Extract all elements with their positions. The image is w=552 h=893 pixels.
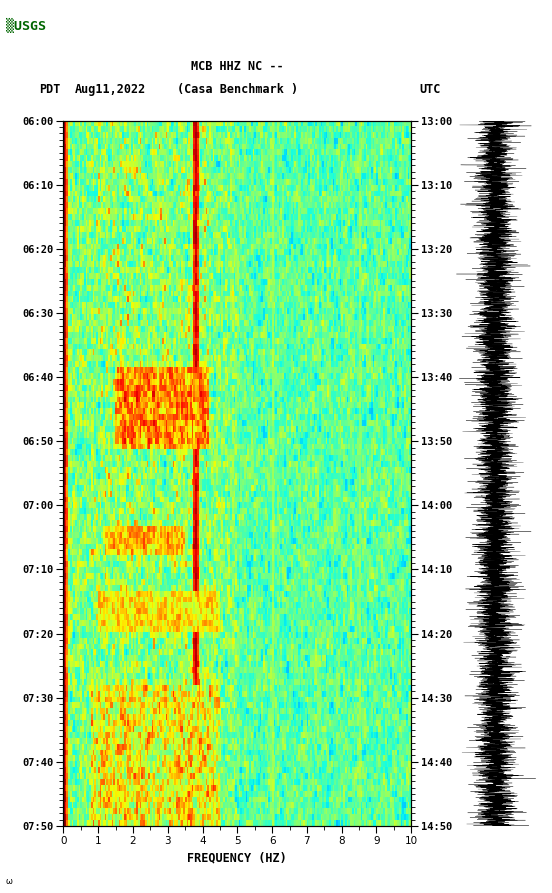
Text: MCB HHZ NC --: MCB HHZ NC -- bbox=[191, 61, 284, 73]
Text: PDT: PDT bbox=[39, 83, 61, 96]
Text: Aug11,2022: Aug11,2022 bbox=[75, 83, 146, 96]
Text: UTC: UTC bbox=[420, 83, 441, 96]
Text: ▒USGS: ▒USGS bbox=[6, 18, 45, 33]
Text: ω: ω bbox=[6, 877, 13, 886]
X-axis label: FREQUENCY (HZ): FREQUENCY (HZ) bbox=[188, 851, 287, 864]
Text: (Casa Benchmark ): (Casa Benchmark ) bbox=[177, 83, 298, 96]
